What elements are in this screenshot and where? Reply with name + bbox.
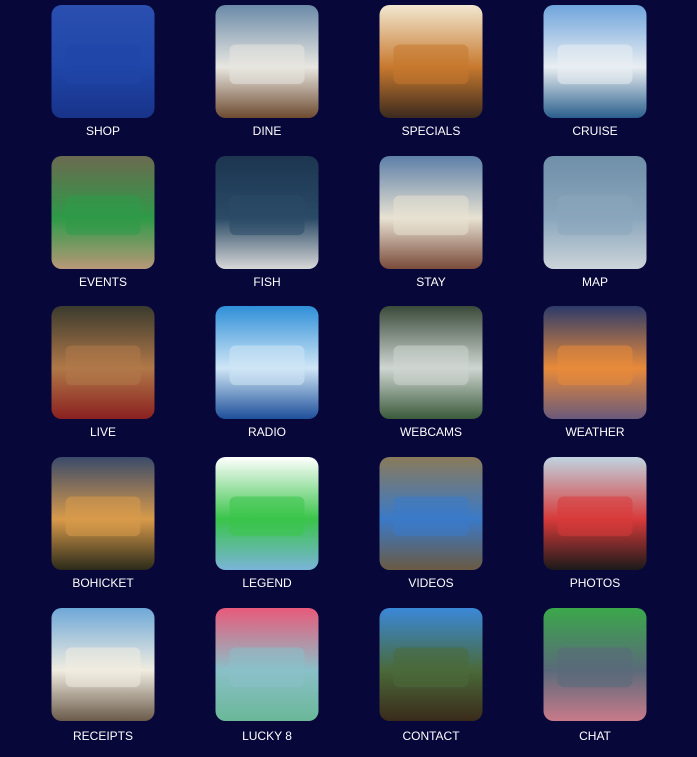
menu-item[interactable]: RADIO: [215, 306, 319, 439]
menu-label[interactable]: PHOTOS: [570, 576, 620, 590]
menu-label[interactable]: LIVE: [90, 425, 116, 439]
icon-detail: [557, 44, 633, 85]
menu-label[interactable]: SPECIALS: [402, 124, 461, 138]
menu-item[interactable]: DINE: [215, 5, 319, 138]
menu-item[interactable]: WEATHER: [543, 306, 647, 439]
menu-item[interactable]: LUCKY 8: [215, 608, 319, 743]
menu-item[interactable]: BOHICKET: [51, 457, 155, 590]
menu-label[interactable]: CHAT: [579, 729, 611, 743]
menu-label[interactable]: RADIO: [248, 425, 286, 439]
icon-detail: [65, 195, 141, 236]
menu-item[interactable]: CRUISE: [543, 5, 647, 138]
menu-item[interactable]: LIVE: [51, 306, 155, 439]
menu-item[interactable]: RECEIPTS: [51, 608, 155, 743]
menu-label[interactable]: SHOP: [86, 124, 120, 138]
menu-item[interactable]: FISH: [215, 156, 319, 289]
icon-detail: [229, 496, 305, 537]
icon-detail: [393, 496, 469, 537]
menu-item[interactable]: VIDEOS: [379, 457, 483, 590]
menu-item[interactable]: CHAT: [543, 608, 647, 743]
menu-label[interactable]: MAP: [582, 275, 608, 289]
icon-detail: [65, 496, 141, 537]
menu-label[interactable]: DINE: [253, 124, 282, 138]
icon-detail: [557, 496, 633, 537]
menu-item[interactable]: SPECIALS: [379, 5, 483, 138]
icon-detail: [229, 345, 305, 386]
menu-item[interactable]: PHOTOS: [543, 457, 647, 590]
menu-label[interactable]: LUCKY 8: [242, 729, 292, 743]
icon-detail: [393, 44, 469, 85]
menu-label[interactable]: CONTACT: [402, 729, 460, 743]
menu-label[interactable]: BOHICKET: [72, 576, 134, 590]
icon-detail: [557, 647, 633, 688]
menu-item[interactable]: SHOP: [51, 5, 155, 138]
icon-detail: [393, 195, 469, 236]
menu-label[interactable]: RECEIPTS: [73, 729, 133, 743]
menu-label[interactable]: LEGEND: [242, 576, 292, 590]
icon-detail: [393, 647, 469, 688]
menu-label[interactable]: STAY: [416, 275, 446, 289]
icon-detail: [229, 195, 305, 236]
menu-item[interactable]: STAY: [379, 156, 483, 289]
menu-label[interactable]: FISH: [253, 275, 280, 289]
menu-item[interactable]: EVENTS: [51, 156, 155, 289]
menu-label[interactable]: EVENTS: [79, 275, 127, 289]
menu-label[interactable]: CRUISE: [572, 124, 617, 138]
icon-detail: [393, 345, 469, 386]
menu-label[interactable]: VIDEOS: [408, 576, 453, 590]
menu-label[interactable]: WEATHER: [565, 425, 624, 439]
icon-detail: [229, 647, 305, 688]
icon-detail: [65, 647, 141, 688]
icon-detail: [557, 345, 633, 386]
menu-item[interactable]: MAP: [543, 156, 647, 289]
menu-label[interactable]: WEBCAMS: [400, 425, 462, 439]
icon-detail: [557, 195, 633, 236]
menu-item[interactable]: WEBCAMS: [379, 306, 483, 439]
icon-detail: [229, 44, 305, 85]
menu-item[interactable]: LEGEND: [215, 457, 319, 590]
icon-detail: [65, 345, 141, 386]
icon-detail: [65, 44, 141, 85]
menu-item[interactable]: CONTACT: [379, 608, 483, 743]
